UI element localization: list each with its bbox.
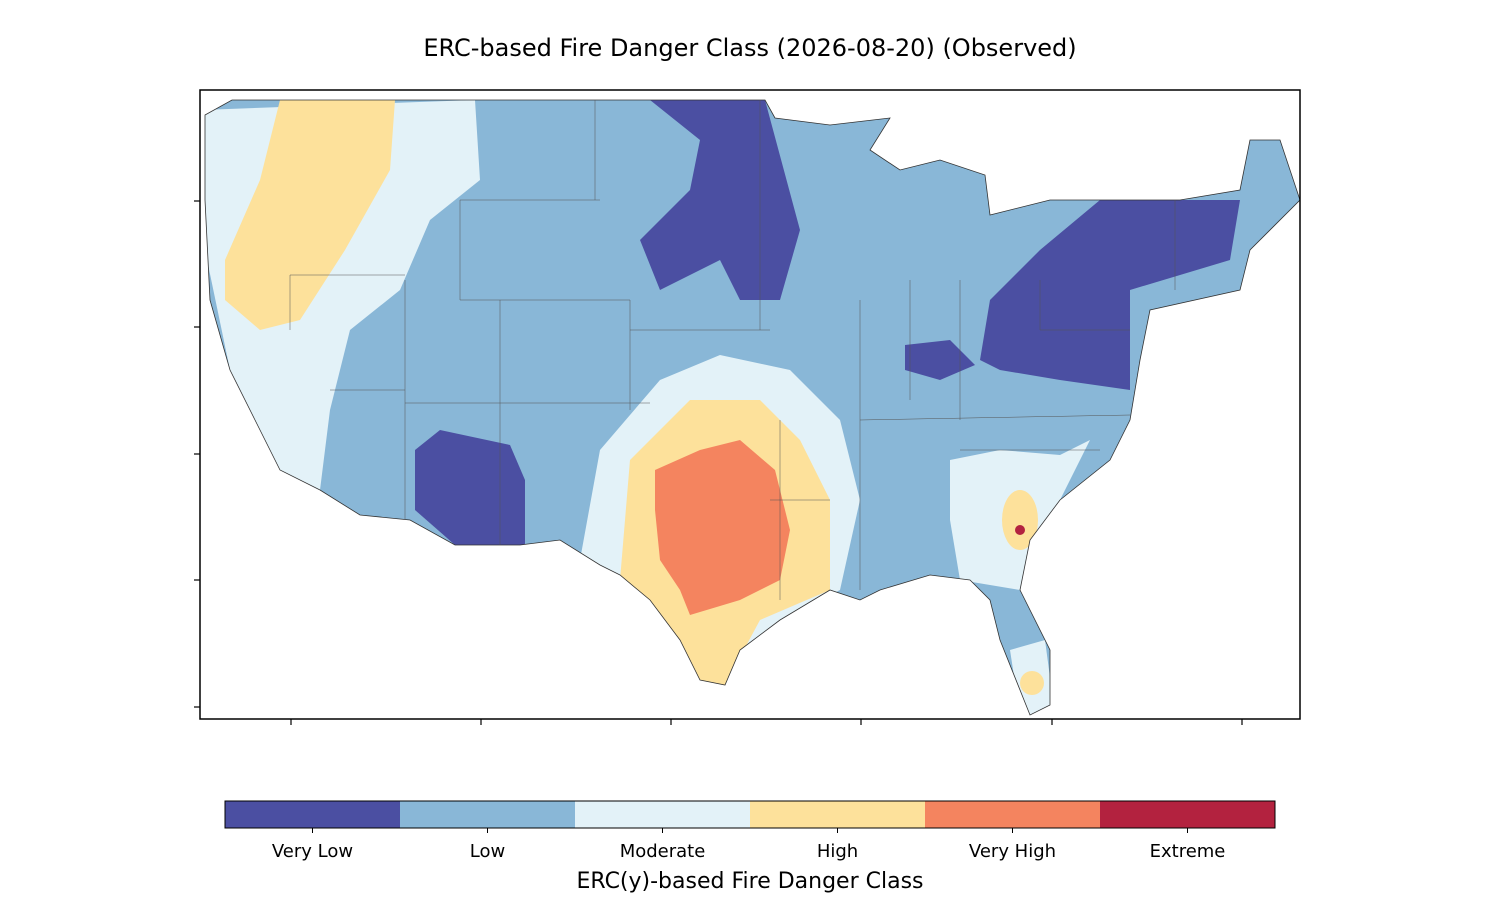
state-borders (289, 100, 1176, 600)
region-very-high (655, 440, 790, 615)
colorbar-class-label: Low (470, 841, 505, 862)
axis-ticks (194, 200, 1243, 725)
map-title: ERC-based Fire Danger Class (2026-08-20)… (423, 34, 1076, 62)
region-high (1002, 490, 1038, 550)
colorbar-segment (750, 801, 925, 828)
map-frame (199, 89, 1301, 720)
colorbar: Very Low Low Moderate High Very High Extreme (224, 800, 1276, 862)
colorbar-class-label: High (817, 841, 858, 862)
region-very-low (905, 340, 975, 380)
colorbar-class-label: Very High (969, 841, 1056, 862)
colorbar-class-label: Very Low (272, 841, 353, 862)
fire-danger-map (205, 100, 1300, 715)
colorbar-title: ERC(y)-based Fire Danger Class (576, 869, 923, 894)
colorbar-segment (925, 801, 1100, 828)
colorbar-class-label: Extreme (1150, 841, 1226, 862)
colorbar-class-label: Moderate (620, 841, 706, 862)
region-high (1020, 671, 1044, 695)
region-extreme (1015, 525, 1025, 535)
colorbar-segment (400, 801, 575, 828)
colorbar-segment (225, 801, 400, 828)
colorbar-frame (224, 800, 1276, 829)
region-high (225, 100, 395, 330)
region-very-low (415, 430, 525, 545)
colorbar-segment (575, 801, 750, 828)
colorbar-segment (1100, 801, 1275, 828)
